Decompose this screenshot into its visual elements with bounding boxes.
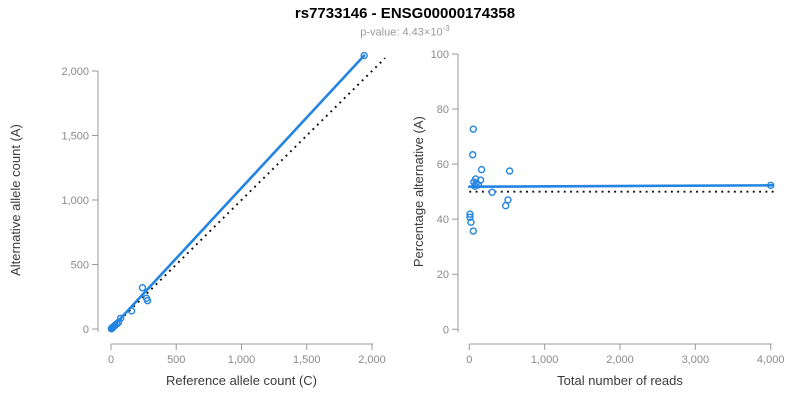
- svg-text:1,000: 1,000: [61, 195, 89, 207]
- data-point: [360, 51, 368, 60]
- data-point: [474, 181, 483, 189]
- pvalue-mantissa: 4.43: [402, 26, 424, 39]
- data-point: [127, 307, 136, 315]
- svg-text:60: 60: [437, 159, 449, 171]
- svg-text:500: 500: [71, 260, 89, 272]
- left-axes: [92, 70, 373, 350]
- svg-text:1,000: 1,000: [531, 354, 559, 366]
- svg-text:0: 0: [83, 324, 89, 336]
- svg-text:40: 40: [437, 214, 449, 226]
- data-point: [469, 227, 477, 235]
- pvalue-prefix: p-value:: [360, 26, 403, 39]
- data-point: [767, 181, 775, 190]
- data-point: [469, 125, 477, 133]
- data-point: [468, 151, 477, 159]
- data-point: [114, 318, 123, 326]
- left-panel: 0 500 1,000 1,500 2,000 0 500 1,000 1,500 2,000 Re…: [8, 51, 386, 388]
- data-point: [113, 320, 121, 328]
- svg-text:3,000: 3,000: [682, 354, 710, 366]
- figure-title: rs7733146 - ENSG00000174358: [294, 5, 516, 22]
- right-y-axis-title: Percentage alternative (A): [411, 116, 426, 267]
- data-point: [466, 210, 474, 218]
- svg-text:2,000: 2,000: [358, 354, 386, 366]
- left-data-points: [107, 51, 368, 333]
- right-x-axis-title: Total number of reads: [557, 373, 683, 388]
- data-point: [138, 284, 147, 292]
- svg-text:4,000: 4,000: [757, 354, 785, 366]
- data-point: [505, 167, 514, 175]
- right-axes: [452, 53, 772, 350]
- data-point: [467, 218, 475, 226]
- right-data-points: [466, 125, 775, 235]
- data-point: [143, 296, 152, 305]
- pvalue-exponent: -3: [442, 24, 450, 33]
- figure-subtitle: p-value: 4.43×10-3: [360, 24, 449, 39]
- data-point: [477, 165, 486, 174]
- svg-text:80: 80: [437, 104, 449, 116]
- left-tick-labels: 0 500 1,000 1,500 2,000 0 500 1,000 1,500 2,000: [61, 66, 385, 366]
- right-fit-line: [467, 184, 775, 188]
- svg-text:100: 100: [431, 49, 449, 61]
- right-panel: 0 1,000 2,000 3,000 4,000 0 20 40 60 80 100 Total n…: [411, 49, 784, 388]
- svg-text:1,500: 1,500: [61, 131, 89, 143]
- left-x-axis-title: Reference allele count (C): [166, 373, 317, 388]
- data-point: [466, 213, 474, 221]
- svg-text:500: 500: [167, 354, 185, 366]
- svg-text:1,500: 1,500: [293, 354, 321, 366]
- svg-text:0: 0: [466, 354, 472, 366]
- svg-text:2,000: 2,000: [61, 66, 89, 78]
- data-point: [501, 201, 510, 210]
- data-point: [488, 188, 496, 196]
- pvalue-times-sign: ×: [423, 26, 431, 39]
- svg-text:0: 0: [443, 324, 449, 336]
- svg-text:1,000: 1,000: [228, 354, 256, 366]
- svg-text:20: 20: [437, 269, 449, 281]
- data-point: [116, 314, 125, 322]
- svg-text:0: 0: [108, 354, 114, 366]
- pvalue-base: 10: [430, 26, 443, 39]
- svg-text:2,000: 2,000: [606, 354, 634, 366]
- left-reference-line: [110, 57, 386, 330]
- data-point: [471, 182, 479, 190]
- left-y-axis-title: Alternative allele count (A): [8, 124, 23, 276]
- right-tick-labels: 0 1,000 2,000 3,000 4,000 0 20 40 60 80 100: [431, 49, 785, 366]
- left-fit-line: [109, 54, 366, 331]
